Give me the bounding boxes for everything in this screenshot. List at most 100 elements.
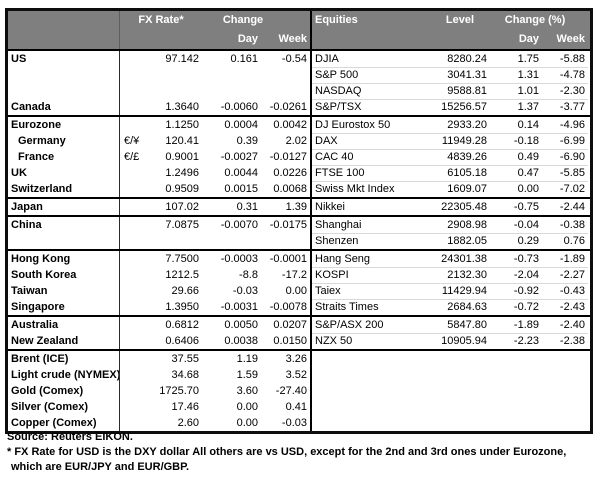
- equity-level-value: 10905.94: [441, 335, 487, 347]
- equity-change-header: Change (%): [504, 14, 566, 26]
- equity-change-week-value: -2.27: [559, 269, 585, 281]
- region-name: China: [8, 217, 120, 233]
- table-row: Hong Kong 7.7500 -0.0003 -0.0001 Hang Se…: [8, 249, 590, 267]
- equity-change-week-value: -2.43: [559, 301, 585, 313]
- table-row: China 7.0875 -0.0070 -0.0175 Shanghai 29…: [8, 215, 590, 233]
- table-row: New Zealand 0.6406 0.0038 0.0150 NZX 50 …: [8, 333, 590, 349]
- equity-change-day-value: 1.75: [517, 53, 539, 65]
- fx-rate-value: 97.142: [165, 53, 199, 65]
- fx-change-week-value: 0.0042: [273, 119, 307, 131]
- equity-change-week-value: -0.43: [559, 285, 585, 297]
- region-name: [8, 67, 120, 83]
- fx-change-week-value: -0.54: [281, 53, 307, 65]
- region-name: Light crude (NYMEX): [8, 367, 120, 383]
- equity-change-day-value: 1.37: [517, 101, 539, 113]
- fx-rate-value: [142, 233, 202, 249]
- equity-name: NZX 50: [315, 335, 353, 347]
- equity-change-day-value: -0.18: [513, 135, 539, 147]
- currency-pair-label: [120, 83, 142, 99]
- equity-change-day-value: [490, 383, 542, 399]
- equity-name: [312, 415, 430, 431]
- fx-change-week-value: -0.0078: [269, 301, 307, 313]
- equity-change-week-value: [542, 351, 588, 367]
- currency-pair-label: [120, 267, 142, 283]
- equity-half: NASDAQ 9588.81 1.01 -2.30: [310, 83, 588, 99]
- table-row: Germany €/¥ 120.41 0.39 2.02 DAX 11949.2…: [8, 133, 590, 149]
- fx-rate-value: [142, 67, 202, 83]
- fx-change-day-value: -0.0031: [220, 301, 258, 313]
- fx-change-week-value: 3.26: [285, 353, 307, 365]
- fx-change-header: Change: [222, 14, 264, 26]
- equity-change-day-value: [490, 415, 542, 431]
- currency-pair-label: [120, 415, 142, 431]
- fx-change-day-value: 1.59: [236, 369, 258, 381]
- fx-rate-value: 0.9001: [165, 151, 199, 163]
- equity-name: Hang Seng: [315, 253, 371, 265]
- fx-change-day-value: 0.39: [236, 135, 258, 147]
- table-row: Gold (Comex) 1725.70 3.60 -27.40: [8, 383, 590, 399]
- region-name: US: [8, 51, 120, 67]
- equity-change-week-value: [542, 367, 588, 383]
- fx-change-day-value: 0.00: [236, 401, 258, 413]
- equity-name: [312, 367, 430, 383]
- equity-name: Taiex: [315, 285, 341, 297]
- equity-change-day-value: 0.47: [517, 167, 539, 179]
- equity-level-value: 15256.57: [441, 101, 487, 113]
- equity-level-value: 2684.63: [447, 301, 487, 313]
- fx-change-week-value: -27.40: [275, 385, 307, 397]
- table-header: FX Rate* Change Equities Level Change (%…: [8, 11, 590, 51]
- equity-half: [310, 367, 588, 383]
- currency-pair-label: [120, 117, 142, 133]
- fx-change-week-value: 2.02: [285, 135, 307, 147]
- equity-half: [310, 351, 588, 367]
- equity-half: Hang Seng 24301.38 -0.73 -1.89: [310, 251, 588, 267]
- currency-pair-label: [120, 399, 142, 415]
- region-name: Australia: [8, 317, 120, 333]
- fx-change-day-value: 0.0004: [224, 119, 258, 131]
- region-name: Hong Kong: [8, 251, 120, 267]
- level-header-spacer: [430, 30, 490, 49]
- equity-change-day-value: [490, 351, 542, 367]
- fx-change-week-value: 1.39: [285, 201, 307, 213]
- fx-change-day-value: -8.8: [239, 269, 258, 281]
- fx-rate-value: 7.7500: [165, 253, 199, 265]
- equity-day-header: Day: [518, 33, 539, 45]
- currency-pair-label: [120, 217, 142, 233]
- fx-change-day-value: 0.0050: [224, 319, 258, 331]
- currency-pair-label: [120, 299, 142, 315]
- equity-change-day-value: -0.04: [513, 219, 539, 231]
- equity-level-value: 5847.80: [447, 319, 487, 331]
- currency-pair-label: [120, 283, 142, 299]
- equity-change-day-value: -0.92: [513, 285, 539, 297]
- equity-change-day-value: -2.23: [513, 335, 539, 347]
- equity-change-day-value: 0.14: [517, 119, 539, 131]
- region-name: Singapore: [8, 299, 120, 315]
- equity-half: Shenzen 1882.05 0.29 0.76: [310, 233, 588, 249]
- region-name: France: [8, 149, 120, 165]
- table-row: Singapore 1.3950 -0.0031 -0.0078 Straits…: [8, 299, 590, 315]
- fx-change-day-value: [202, 83, 261, 99]
- table-row: France €/£ 0.9001 -0.0027 -0.0127 CAC 40…: [8, 149, 590, 165]
- currency-pair-label: €/¥: [124, 135, 140, 147]
- equity-half: KOSPI 2132.30 -2.04 -2.27: [310, 267, 588, 283]
- equity-half: S&P/ASX 200 5847.80 -1.89 -2.40: [310, 317, 588, 333]
- equity-level-value: 2132.30: [447, 269, 487, 281]
- equity-half: Shanghai 2908.98 -0.04 -0.38: [310, 217, 588, 233]
- fx-day-header: Day: [237, 33, 258, 45]
- region-header-spacer: [8, 30, 120, 49]
- equity-name: NASDAQ: [315, 85, 362, 97]
- equity-name: S&P 500: [315, 69, 359, 81]
- equity-level-value: 9588.81: [447, 85, 487, 97]
- equity-change-week-value: -4.78: [559, 69, 585, 81]
- equity-name: Nikkei: [315, 201, 345, 213]
- fx-rate-value: 1725.70: [159, 385, 199, 397]
- equity-week-header: Week: [556, 33, 585, 45]
- region-name: Taiwan: [8, 283, 120, 299]
- equity-half: S&P 500 3041.31 1.31 -4.78: [310, 67, 588, 83]
- equity-change-day-value: 1.31: [517, 69, 539, 81]
- fx-change-day-value: -0.0003: [220, 253, 258, 265]
- region-name: Canada: [8, 99, 120, 115]
- fx-change-week-value: -0.0175: [269, 219, 307, 231]
- equities-header-half: Equities Level Change (%): [310, 11, 588, 30]
- table-row: Light crude (NYMEX) 34.68 1.59 3.52: [8, 367, 590, 383]
